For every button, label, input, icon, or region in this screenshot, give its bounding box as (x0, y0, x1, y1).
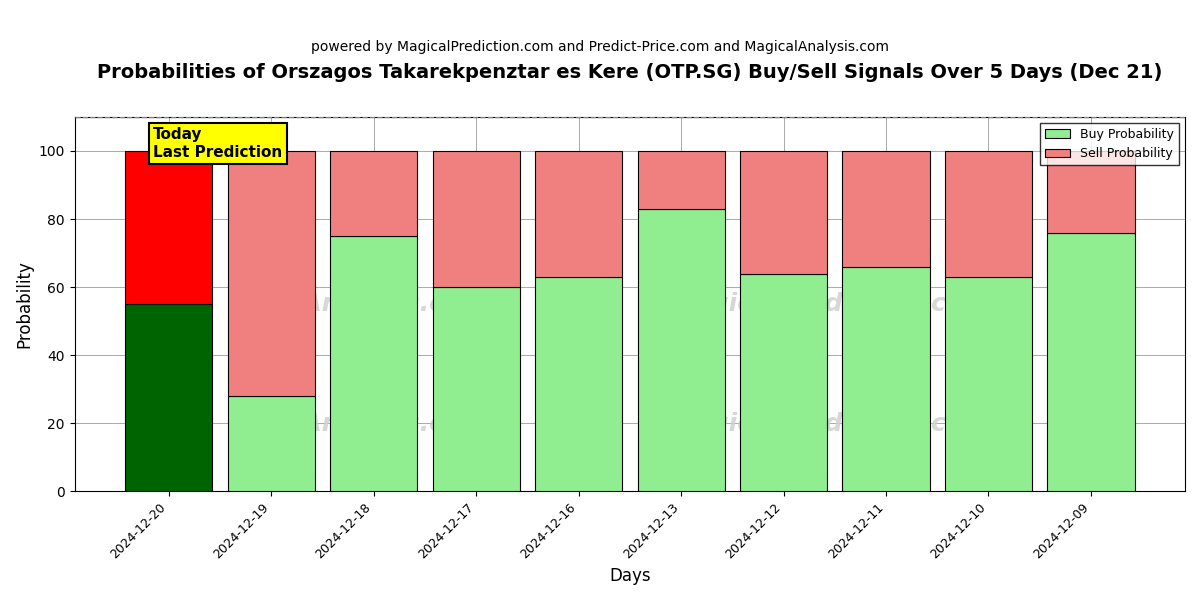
Bar (944, 151, 1032, 277)
Bar (535, 151, 622, 277)
Bar (740, 274, 827, 491)
Text: calAnalysis.com: calAnalysis.com (262, 292, 487, 316)
Text: calAnalysis.com: calAnalysis.com (262, 412, 487, 436)
Bar (125, 151, 212, 304)
Bar (740, 151, 827, 274)
Bar (637, 151, 725, 209)
Bar (228, 396, 314, 491)
Text: powered by MagicalPrediction.com and Predict-Price.com and MagicalAnalysis.com: powered by MagicalPrediction.com and Pre… (311, 40, 889, 54)
Text: Today
Last Prediction: Today Last Prediction (154, 127, 282, 160)
Bar (330, 151, 418, 236)
Bar (432, 287, 520, 491)
Text: MagicalPrediction.com: MagicalPrediction.com (670, 292, 990, 316)
Legend: Buy Probability, Sell Probability: Buy Probability, Sell Probability (1040, 123, 1178, 166)
Bar (944, 277, 1032, 491)
Bar (637, 209, 725, 491)
Text: MagicalPrediction.com: MagicalPrediction.com (670, 412, 990, 436)
Bar (1048, 233, 1134, 491)
Bar (125, 304, 212, 491)
X-axis label: Days: Days (610, 567, 650, 585)
Bar (535, 277, 622, 491)
Bar (842, 151, 930, 267)
Y-axis label: Probability: Probability (16, 260, 34, 348)
Bar (228, 151, 314, 396)
Bar (432, 151, 520, 287)
Bar (1048, 151, 1134, 233)
Title: Probabilities of Orszagos Takarekpenztar es Kere (OTP.SG) Buy/Sell Signals Over : Probabilities of Orszagos Takarekpenztar… (97, 63, 1163, 82)
Bar (842, 267, 930, 491)
Bar (330, 236, 418, 491)
